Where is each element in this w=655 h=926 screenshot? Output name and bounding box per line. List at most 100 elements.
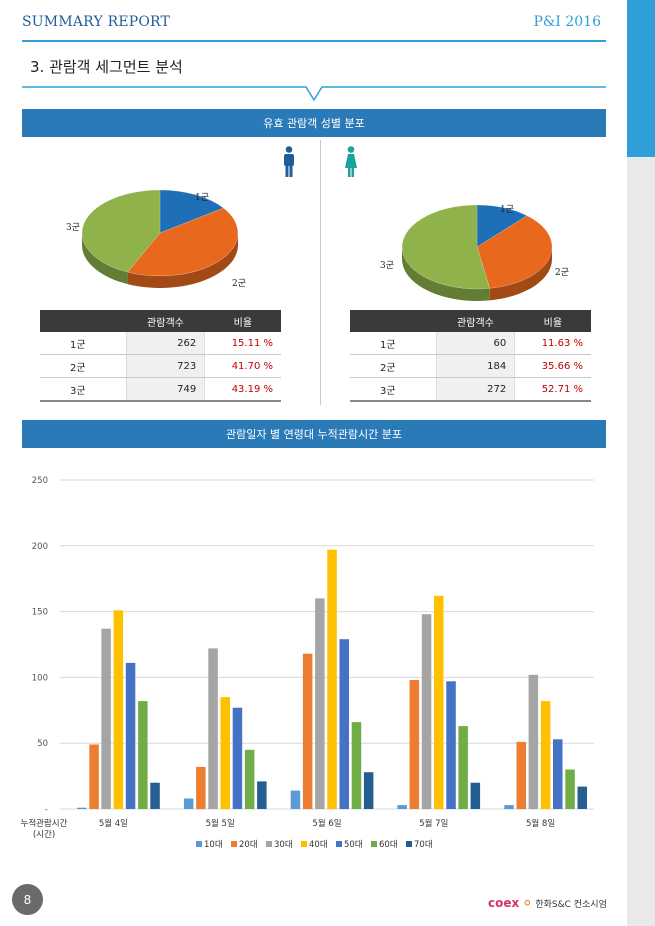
bar-50대-0 <box>125 662 136 809</box>
bar-50대-1 <box>232 707 243 809</box>
table-row: 3군 272 52.71 % <box>350 377 591 402</box>
bar-70대-2 <box>363 772 374 809</box>
male-icon <box>284 146 294 177</box>
pie-slice-3 <box>401 205 491 290</box>
bar-70대-3 <box>470 782 481 809</box>
ratio-value: 11.63 % <box>514 332 591 355</box>
bar-30대-4 <box>528 674 539 809</box>
section-title: 3. 관람객 세그먼트 분석 <box>30 58 183 76</box>
table-row: 3군 749 43.19 % <box>40 377 281 402</box>
legend-label: 20대 <box>239 840 258 850</box>
bar-40대-3 <box>434 595 444 809</box>
pie-slice-side <box>402 247 490 301</box>
male-segment-table: 관람객수 비율 1군 262 15.11 % 2군 723 41.70 % 3군… <box>40 310 281 402</box>
report-title: SUMMARY REPORT <box>22 14 171 30</box>
x-axis-label: 누적관람시간 <box>21 818 68 829</box>
y-tick-label: 200 <box>32 542 48 552</box>
pie-slice-side <box>82 232 128 285</box>
table-header-count: 관람객수 <box>436 310 515 332</box>
group-name: 2군 <box>40 354 127 378</box>
x-axis-label-unit: (시간) <box>33 829 55 840</box>
bar-60대-0 <box>138 701 148 809</box>
x-tick-label: 5월 6일 <box>312 818 341 829</box>
table-header-blank <box>350 310 437 332</box>
y-tick-label: 50 <box>37 739 48 749</box>
bar-70대-1 <box>257 781 267 809</box>
female-icon <box>345 146 357 177</box>
footer-logo: coex ⚪ 한화S&C 컨소시엄 <box>488 896 607 910</box>
male-pie-chart <box>81 190 239 288</box>
legend-label: 30대 <box>274 840 293 850</box>
table-row: 1군 262 15.11 % <box>40 332 281 355</box>
bar-30대-3 <box>421 614 432 809</box>
x-tick-label: 5월 7일 <box>419 818 448 829</box>
bar-50대-3 <box>446 681 456 809</box>
bar-40대-4 <box>540 701 551 809</box>
bar-60대-2 <box>351 722 362 809</box>
group-name: 1군 <box>350 332 437 355</box>
table-header-ratio: 비율 <box>514 310 591 332</box>
pie-slice-2 <box>476 215 553 289</box>
right-edge-tab <box>627 0 655 157</box>
visitor-count: 749 <box>125 377 205 402</box>
bar-20대-0 <box>89 744 99 809</box>
legend-swatch <box>336 841 342 847</box>
table-row: 2군 723 41.70 % <box>40 354 281 378</box>
visitor-count: 184 <box>435 354 515 378</box>
visitor-count: 723 <box>125 354 205 378</box>
pie-slice-1 <box>159 190 224 234</box>
ratio-value: 43.19 % <box>204 377 281 402</box>
gender-distribution-band: 유효 관람객 성별 분포 <box>22 109 606 137</box>
group-name: 3군 <box>350 377 437 402</box>
legend-label: 40대 <box>309 840 328 850</box>
ratio-value: 41.70 % <box>204 354 281 378</box>
bar-60대-1 <box>244 749 255 809</box>
bar-70대-4 <box>577 786 587 809</box>
legend-swatch <box>406 841 412 847</box>
bar-10대-2 <box>290 790 301 809</box>
x-tick-label: 5월 5일 <box>206 818 235 829</box>
legend-swatch <box>266 841 272 847</box>
bar-10대-4 <box>504 805 514 809</box>
female-pie-label-2: 2군 <box>555 268 570 278</box>
table-header-count: 관람객수 <box>126 310 205 332</box>
male-pie-label-1: 1군 <box>195 193 210 203</box>
visitor-count: 272 <box>435 377 515 402</box>
ring-logo-icon: ⚪ <box>522 896 533 910</box>
bar-50대-4 <box>553 739 563 809</box>
female-pie-label-3: 3군 <box>380 261 395 271</box>
bar-50대-2 <box>339 639 349 809</box>
bar-70대-0 <box>150 782 160 809</box>
y-tick-label: 150 <box>32 608 48 618</box>
bar-60대-4 <box>565 769 575 809</box>
female-segment-table: 관람객수 비율 1군 60 11.63 % 2군 184 35.66 % 3군 … <box>350 310 591 402</box>
bar-20대-4 <box>516 741 526 809</box>
group-name: 1군 <box>40 332 127 355</box>
legend-swatch <box>231 841 237 847</box>
visitor-count: 60 <box>435 332 515 355</box>
bar-30대-1 <box>208 648 218 809</box>
legend-swatch <box>301 841 307 847</box>
table-row: 2군 184 35.66 % <box>350 354 591 378</box>
pie-slice-3 <box>81 190 161 273</box>
header-divider <box>22 40 606 42</box>
female-pie-label-1: 1군 <box>500 205 515 215</box>
bar-10대-0 <box>77 807 87 809</box>
consortium-name: 한화S&C 컨소시엄 <box>535 899 607 910</box>
female-pie-chart <box>401 205 553 301</box>
page-number: 8 <box>12 884 43 915</box>
table-header-blank <box>40 310 127 332</box>
legend-swatch <box>196 841 202 847</box>
x-tick-label: 5월 4일 <box>99 818 128 829</box>
section-underline <box>22 86 606 102</box>
pie-slice-side <box>127 234 238 288</box>
bar-40대-2 <box>327 549 337 809</box>
y-tick-label: - <box>45 805 48 815</box>
bar-10대-1 <box>183 798 194 809</box>
y-tick-label: 100 <box>32 673 48 683</box>
bar-20대-2 <box>302 653 313 809</box>
legend-label: 10대 <box>204 840 223 850</box>
gender-divider <box>320 140 321 405</box>
bar-20대-3 <box>409 680 420 809</box>
visitor-count: 262 <box>125 332 205 355</box>
